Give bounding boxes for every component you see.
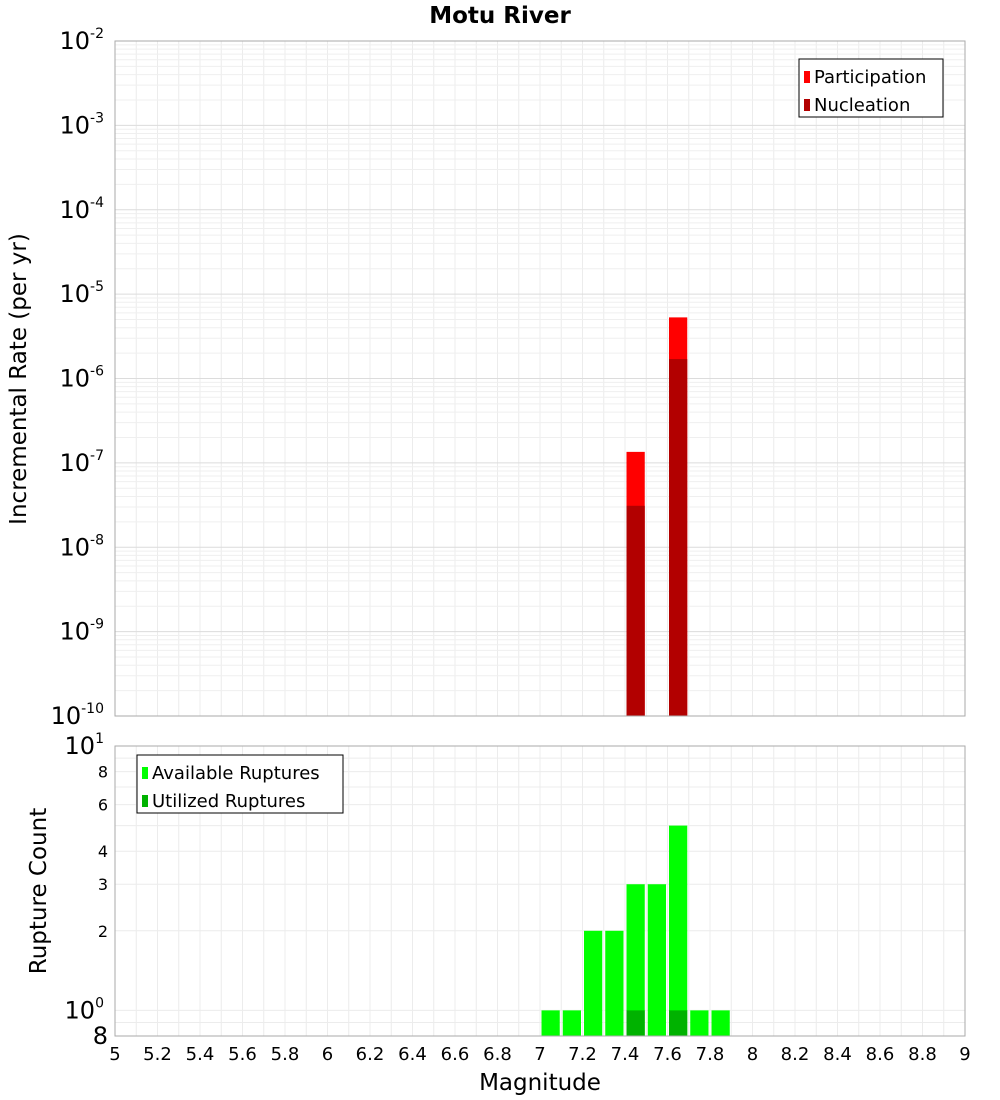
- y-tick-label-minor: 8: [93, 1022, 108, 1050]
- tick-base: 10: [59, 618, 90, 646]
- legend-box: [136, 754, 344, 814]
- y-tick-label: 10-3: [59, 110, 104, 139]
- bar-available-ruptures: [690, 1010, 709, 1036]
- tick-base: 10: [51, 702, 82, 730]
- bar-utilized-ruptures: [626, 1010, 645, 1036]
- bar-available-ruptures: [626, 884, 645, 1036]
- y-tick-label: 101: [65, 731, 104, 760]
- tick-base: 10: [59, 196, 90, 224]
- tick-exponent: -10: [81, 701, 104, 717]
- tick-exponent: -6: [90, 364, 104, 380]
- x-tick-label: 7.4: [611, 1044, 640, 1065]
- tick-exponent: -2: [90, 26, 104, 42]
- x-tick-label: 9: [959, 1044, 970, 1065]
- x-tick-label: 7.8: [696, 1044, 725, 1065]
- y-tick-label: 10-8: [59, 532, 104, 561]
- top-panel-bars: [626, 317, 688, 716]
- bar-nucleation: [626, 505, 645, 716]
- x-tick-label: 5.6: [228, 1044, 257, 1065]
- y-tick-label-minor: 6: [98, 796, 108, 815]
- x-tick-label: 5.4: [186, 1044, 215, 1065]
- x-tick-label: 5: [109, 1044, 120, 1065]
- bottom-panel-bars: [541, 825, 730, 1036]
- tick-exponent: 0: [95, 995, 104, 1011]
- x-tick-label: 7.2: [568, 1044, 597, 1065]
- y-tick-label: 100: [65, 995, 104, 1024]
- y-tick-label: 10-9: [59, 617, 104, 646]
- y-tick-label: 10-10: [51, 701, 104, 730]
- legend-label: Utilized Ruptures: [152, 791, 305, 812]
- tick-exponent: -8: [90, 532, 104, 548]
- bar-available-ruptures: [669, 825, 688, 1036]
- bar-available-ruptures: [584, 930, 603, 1036]
- y-tick-label: 10-5: [59, 279, 104, 308]
- x-axis-ticks: 5 5.2 5.4 5.6 5.8 6 6.2 6.4 6.6 6.8 7 7.2 7.4 7.6 7.8 8…: [109, 1044, 970, 1065]
- x-tick-label: 6.4: [398, 1044, 427, 1065]
- tick-exponent: 1: [95, 731, 104, 747]
- legend-label: Participation: [814, 67, 926, 88]
- bar-available-ruptures: [647, 884, 666, 1036]
- x-tick-label: 6.6: [441, 1044, 470, 1065]
- tick-exponent: -4: [90, 195, 104, 211]
- bottom-panel-frame: [114, 745, 966, 1037]
- y-tick-label-minor: 2: [98, 922, 108, 941]
- x-tick-label: 6.2: [356, 1044, 385, 1065]
- tick-base: 10: [59, 449, 90, 477]
- y-tick-label: 10-4: [59, 195, 104, 224]
- tick-base: 10: [59, 280, 90, 308]
- y-tick-label-minor: 4: [98, 842, 108, 861]
- x-tick-label: 7: [534, 1044, 545, 1065]
- legend-label: Nucleation: [814, 95, 910, 116]
- x-tick-label: 6: [322, 1044, 333, 1065]
- bottom-legend: Available Ruptures Utilized Ruptures: [136, 754, 344, 814]
- legend-swatch: [142, 767, 148, 779]
- legend-box: [798, 58, 944, 118]
- tick-base: 10: [65, 996, 96, 1024]
- top-panel-grid: [114, 41, 966, 717]
- x-tick-label: 5.2: [143, 1044, 172, 1065]
- legend-swatch: [804, 71, 810, 83]
- x-tick-label: 8: [747, 1044, 758, 1065]
- tick-exponent: -9: [90, 617, 104, 633]
- top-panel-frame: [114, 40, 966, 717]
- tick-base: 10: [59, 533, 90, 561]
- x-tick-label: 8.2: [781, 1044, 810, 1065]
- y-tick-label: 10-2: [59, 26, 104, 55]
- bar-utilized-ruptures: [669, 1010, 688, 1036]
- bar-nucleation: [669, 359, 688, 716]
- y-tick-label-minor: 8: [98, 763, 108, 782]
- x-axis-label: Magnitude: [479, 1070, 601, 1096]
- y-tick-label: 10-7: [59, 448, 104, 477]
- bar-available-ruptures: [541, 1010, 560, 1036]
- tick-base: 10: [65, 732, 96, 760]
- legend-label: Available Ruptures: [152, 763, 320, 784]
- y-tick-label-minor: 3: [98, 875, 108, 894]
- legend-swatch: [804, 99, 810, 111]
- tick-base: 10: [59, 111, 90, 139]
- bar-available-ruptures: [605, 930, 624, 1036]
- tick-exponent: -3: [90, 110, 104, 126]
- x-tick-label: 8.8: [908, 1044, 937, 1065]
- chart-title: Motu River: [429, 3, 571, 29]
- tick-base: 10: [59, 365, 90, 393]
- legend-swatch: [142, 795, 148, 807]
- y-tick-label: 10-6: [59, 364, 104, 393]
- bar-available-ruptures: [562, 1010, 581, 1036]
- bottom-y-axis-label: Rupture Count: [26, 808, 52, 974]
- x-tick-label: 6.8: [483, 1044, 512, 1065]
- x-tick-label: 8.6: [866, 1044, 895, 1065]
- tick-exponent: -5: [90, 279, 104, 295]
- x-tick-label: 7.6: [653, 1044, 682, 1065]
- x-tick-label: 8.4: [823, 1044, 852, 1065]
- tick-exponent: -7: [90, 448, 104, 464]
- bar-available-ruptures: [711, 1010, 730, 1036]
- top-legend: Participation Nucleation: [798, 58, 944, 118]
- tick-base: 10: [59, 27, 90, 55]
- top-y-axis-label: Incremental Rate (per yr): [6, 233, 32, 525]
- x-tick-label: 5.8: [271, 1044, 300, 1065]
